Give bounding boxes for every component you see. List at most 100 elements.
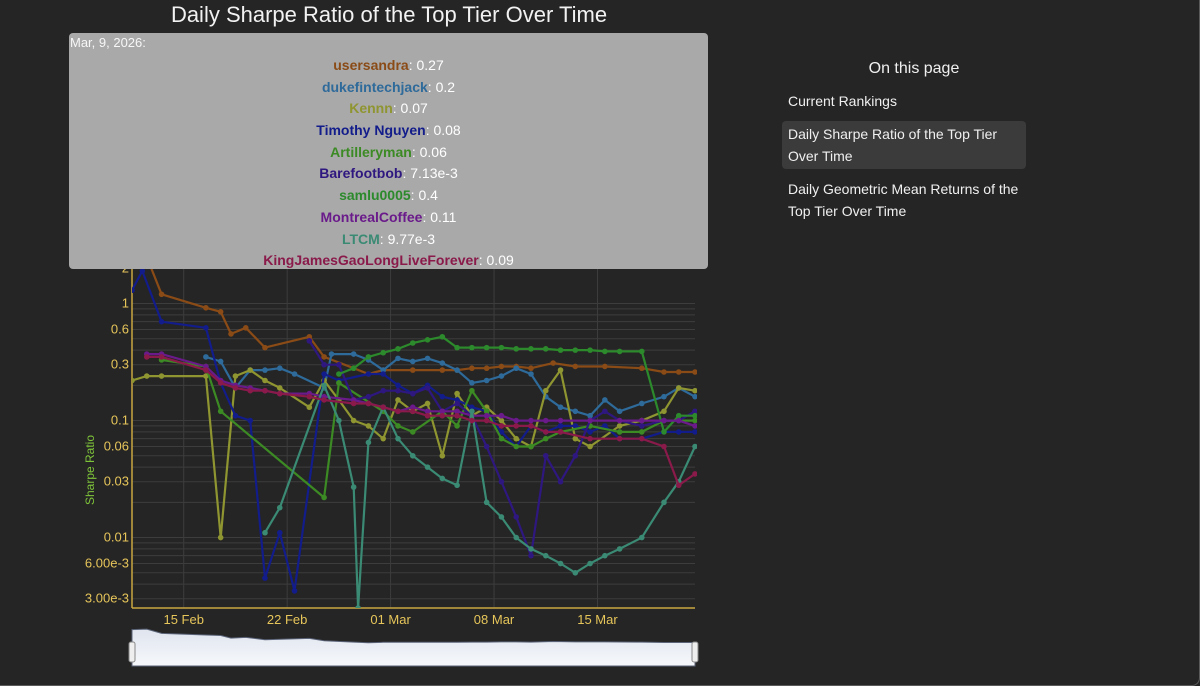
hover-tooltip: Mar, 9, 2026: usersandra: 0.27 dukefintec… <box>69 33 708 269</box>
x-tick-label: 22 Feb <box>267 612 307 627</box>
tooltip-series-name: usersandra <box>333 57 409 73</box>
data-point <box>454 423 460 429</box>
toc-item-current-rankings[interactable]: Current Rankings <box>788 93 897 109</box>
data-point <box>262 387 268 394</box>
y-tick-label: 0.3 <box>111 357 129 372</box>
data-point <box>675 482 682 489</box>
data-point <box>306 393 313 400</box>
tooltip-series-name: LTCM <box>341 230 380 247</box>
data-point <box>395 346 401 352</box>
tooltip-separator: : <box>478 252 487 269</box>
toc-item-daily-sharpe-ratio[interactable]: Daily Sharpe Ratio of the Top Tier Over … <box>782 121 1026 169</box>
data-point <box>321 382 327 389</box>
data-point <box>365 354 372 360</box>
data-point <box>528 346 534 352</box>
tooltip-series-name: Timothy Nguyen <box>316 122 426 139</box>
data-point <box>572 569 579 576</box>
data-point <box>439 475 446 482</box>
y-axis-title: Sharpe Ratio <box>83 435 97 505</box>
data-point <box>139 268 146 274</box>
tooltip-row: Kennn: 0.07 <box>69 98 708 120</box>
data-point <box>675 412 682 419</box>
data-point <box>572 423 579 429</box>
data-point <box>528 417 534 424</box>
data-point <box>355 605 361 608</box>
data-point <box>557 367 564 373</box>
data-point <box>336 380 342 386</box>
data-point <box>550 360 556 366</box>
series-line <box>132 269 695 593</box>
tooltip-separator: : <box>422 208 431 225</box>
data-point <box>217 358 224 365</box>
data-point <box>306 404 313 411</box>
range-slider[interactable] <box>128 628 699 667</box>
data-point <box>557 417 564 424</box>
tooltip-series-value: 0.09 <box>486 252 514 269</box>
data-point <box>228 331 234 337</box>
data-point <box>321 361 327 368</box>
data-point <box>587 417 593 424</box>
data-point <box>439 360 446 366</box>
data-point <box>513 417 519 424</box>
data-point <box>232 385 239 391</box>
data-point <box>542 452 549 459</box>
data-point <box>454 482 460 489</box>
data-point <box>143 373 150 379</box>
data-point <box>203 373 209 379</box>
data-point <box>483 408 490 415</box>
data-point <box>469 387 475 394</box>
tooltip-separator: : <box>427 78 436 95</box>
data-point <box>395 423 401 429</box>
y-tick-label: 0.1 <box>111 413 129 428</box>
tooltip-series-value: 0.27 <box>416 57 444 73</box>
data-point <box>424 400 431 407</box>
data-point <box>365 371 372 377</box>
tooltip-series-value: 0.11 <box>430 208 457 225</box>
tooltip-row: Barefootbob: 7.13e-3 <box>69 163 708 185</box>
data-point <box>217 309 224 315</box>
tooltip-row: samlu0005: 0.4 <box>69 185 708 207</box>
sharpe-chart[interactable]: 210.60.30.10.060.030.016.00e-33.00e-315 … <box>0 0 720 686</box>
data-point <box>498 373 505 379</box>
data-point <box>639 423 645 429</box>
data-point <box>247 387 254 394</box>
data-point <box>557 347 564 353</box>
data-point <box>247 417 254 424</box>
data-point <box>675 429 682 435</box>
data-point <box>328 351 335 357</box>
data-point <box>557 404 564 411</box>
data-point <box>513 534 519 541</box>
data-point <box>661 369 667 375</box>
data-point <box>336 361 342 368</box>
series-barefootbob <box>306 338 697 559</box>
data-point <box>217 380 224 386</box>
data-point <box>336 371 342 377</box>
range-slider-left-handle[interactable] <box>128 641 136 663</box>
data-point <box>409 429 416 435</box>
data-point <box>350 365 357 372</box>
data-point <box>350 484 357 490</box>
tooltip-row: KingJamesGaoLongLiveForever: 0.09 <box>69 250 708 272</box>
plot-area <box>132 254 697 608</box>
data-point <box>380 349 387 356</box>
data-point <box>661 499 667 506</box>
data-point <box>439 393 446 400</box>
data-point <box>692 408 697 415</box>
toc-item-daily-geometric-mean-returns[interactable]: Daily Geometric Mean Returns of the Top … <box>788 181 1019 219</box>
data-point <box>424 337 431 343</box>
range-slider-right-handle[interactable] <box>691 641 699 663</box>
data-point <box>262 344 268 351</box>
data-point <box>557 423 564 429</box>
data-point <box>424 464 431 470</box>
data-point <box>158 318 165 325</box>
data-point <box>217 534 224 541</box>
data-point <box>661 429 667 435</box>
data-point <box>572 347 579 353</box>
y-tick-label: 1 <box>122 296 129 311</box>
data-point <box>557 560 564 567</box>
data-point <box>424 385 431 391</box>
data-point <box>158 291 165 298</box>
data-point <box>513 443 519 450</box>
data-point <box>483 499 490 506</box>
data-point <box>542 552 549 559</box>
